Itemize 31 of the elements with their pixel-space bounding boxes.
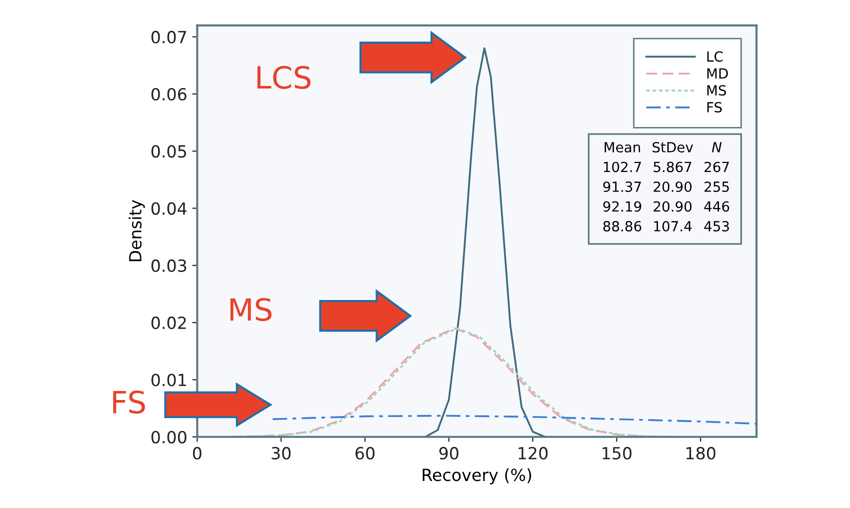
line-series — [426, 47, 545, 437]
y-tick-label: 0.06 — [151, 88, 186, 101]
y-tick-label: 0.00 — [151, 430, 186, 444]
annotation: LCS — [257, 66, 311, 89]
x-tick-label: 0 — [192, 446, 202, 460]
annotation: 102.7 5.867 267 — [604, 162, 729, 172]
legend-label: MS — [707, 85, 726, 96]
line-series — [272, 414, 756, 425]
text: FS — [113, 390, 145, 414]
x-tick-label: 60 — [356, 446, 374, 460]
x-tick-label: 30 — [272, 446, 291, 460]
y-tick-label: 0.07 — [151, 30, 186, 44]
x-axis-title: Recovery (%) — [422, 468, 532, 484]
legend-label: MD — [707, 68, 728, 78]
y-tick-label: 0.04 — [151, 202, 187, 215]
y-tick-label: 0.01 — [151, 374, 186, 386]
x-tick-label: 180 — [686, 446, 716, 460]
text: Mean StDev N — [604, 142, 722, 152]
x-tick-label: 120 — [518, 446, 548, 460]
y-tick-label: 0.03 — [151, 259, 186, 272]
legend-label: LC — [707, 51, 723, 62]
y-tick-label: 0.02 — [151, 316, 186, 330]
annotation: 91.37 20.90 255 — [603, 181, 729, 192]
x-tick-label: 150 — [602, 446, 632, 460]
y-tick-label: 0.05 — [151, 145, 186, 158]
annotation: 88.86 107.4 453 — [603, 220, 729, 232]
annotation: MS — [230, 298, 272, 322]
annotation: 92.19 20.90 446 — [603, 201, 730, 212]
x-tick-label: 90 — [439, 446, 458, 460]
y-axis-title: Density — [128, 200, 145, 262]
legend-label: FS — [707, 102, 722, 113]
